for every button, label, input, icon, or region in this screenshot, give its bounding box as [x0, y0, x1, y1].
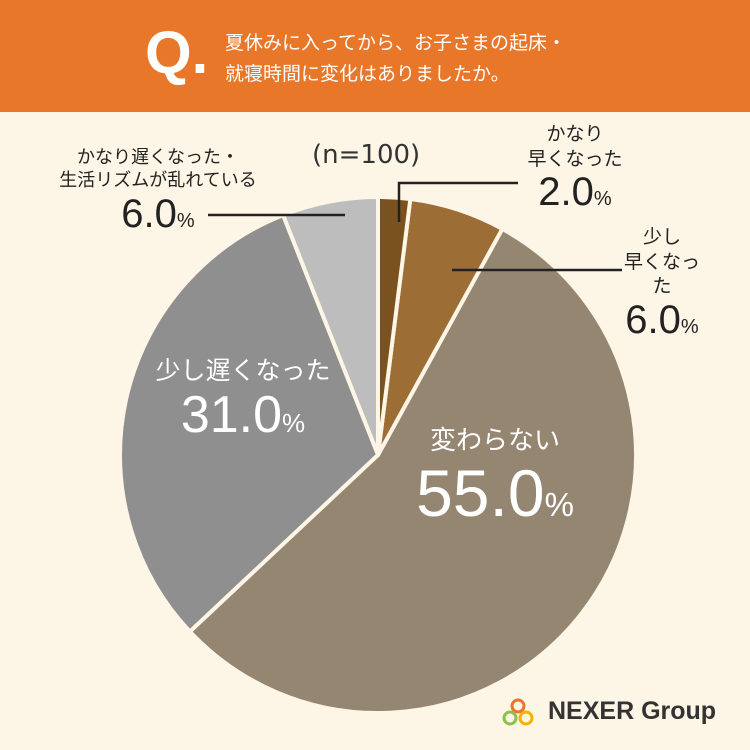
logo [502, 698, 534, 726]
value-suffix: % [593, 188, 612, 211]
value-suffix: % [282, 407, 306, 438]
category-label: 変わらない [429, 426, 560, 456]
value-label-box: 55.0% [416, 455, 574, 530]
chart-title: 夏休みに入ってから、お子さまの起床・ 就寝時間に変化はありましたか。 [225, 32, 567, 85]
value-label: 6.0 [625, 298, 681, 343]
leader-line [397, 181, 518, 222]
slice-label: 変わらない 55.0% [416, 425, 574, 528]
value-label: 2.0 [538, 170, 594, 215]
value-suffix: % [176, 209, 195, 232]
header: Q. 夏休みに入ってから、お子さまの起床・ 就寝時間に変化はありましたか。 [0, 0, 750, 112]
pie-slice [187, 226, 638, 715]
value-label-box: 6.0% [59, 193, 256, 235]
value-label: 55.0 [416, 455, 545, 530]
category-label: かなり遅くなった・ 生活リズムが乱れている [59, 147, 257, 192]
category-label: 少し 早くなった [623, 226, 700, 298]
category-label: 少し遅くなった [155, 356, 331, 385]
annotation: (n=100) [312, 140, 421, 170]
value-label-box: 2.0% [527, 171, 622, 213]
value-label: 6.0 [121, 191, 177, 236]
value-label-box: 6.0% [618, 299, 706, 341]
value-label: 31.0 [180, 385, 283, 444]
value-label-box: 31.0% [155, 385, 330, 444]
slice-label: かなり 早くなった 2.0% [527, 122, 622, 213]
value-suffix: % [680, 316, 699, 339]
pie-slice [118, 213, 380, 634]
slice-label: かなり遅くなった・ 生活リズムが乱れている 6.0% [59, 146, 256, 235]
leader-lines [208, 181, 622, 272]
q-mark: Q. [145, 19, 209, 86]
value-suffix: % [544, 485, 574, 523]
category-label: かなり 早くなった [527, 123, 623, 170]
slice-label: 少し 早くなった 6.0% [618, 225, 706, 341]
slice-label: 少し遅くなった 31.0% [155, 355, 330, 442]
brand: NEXER Group [548, 697, 717, 725]
pie-slice [376, 195, 413, 457]
